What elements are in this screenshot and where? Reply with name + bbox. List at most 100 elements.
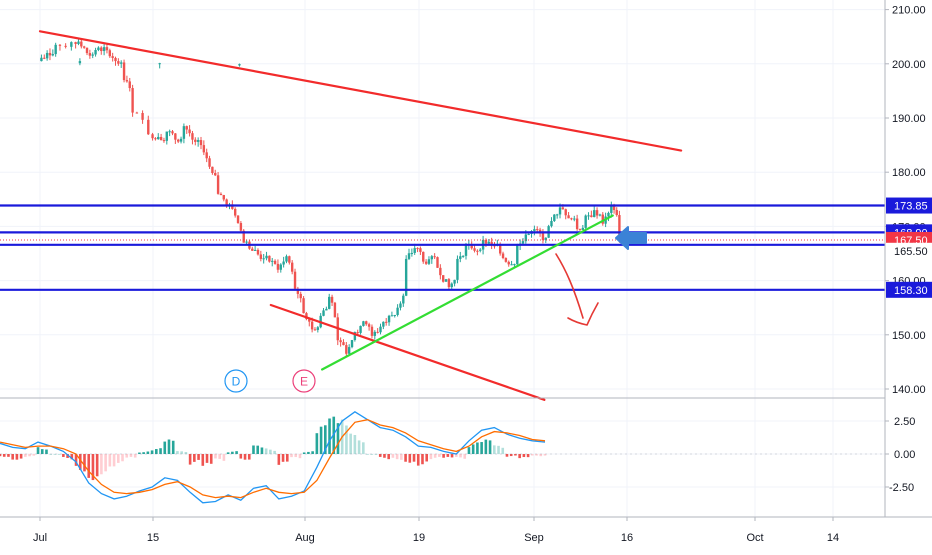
macd-histogram-bar — [484, 439, 488, 454]
macd-histogram-bar — [188, 454, 192, 465]
macd-histogram-bar — [471, 444, 475, 454]
price-label-bg — [886, 242, 932, 259]
candle-body — [176, 139, 180, 142]
trendlines[interactable] — [38, 30, 683, 401]
macd-histogram-bar — [290, 454, 293, 458]
macd-histogram-bar — [307, 451, 310, 454]
candle-body — [607, 212, 610, 217]
candle-body — [573, 218, 576, 220]
candle-body — [385, 321, 388, 323]
candle-body — [541, 232, 545, 240]
marker-circle — [224, 369, 248, 393]
macd-histogram-bar — [256, 445, 260, 454]
macd-histogram-bar — [450, 454, 454, 458]
candle-body — [328, 296, 331, 309]
macd-histogram-bar — [239, 454, 243, 459]
macd-histogram-bar — [324, 425, 327, 454]
macd-histogram-bar — [476, 442, 479, 454]
macd-histogram-bar — [209, 454, 213, 464]
candle-body — [128, 81, 131, 89]
macd-histogram-bar — [247, 454, 251, 460]
candle-body — [285, 256, 288, 262]
candle-body — [313, 329, 317, 331]
candle-body — [302, 298, 305, 314]
macd-histogram-bar — [366, 454, 369, 455]
candle-body — [373, 331, 377, 336]
price-label-level[interactable]: 158.30 — [886, 281, 932, 298]
macd-histogram-bar — [429, 454, 433, 460]
macd-histogram-bar — [163, 441, 167, 454]
candle-body — [273, 260, 277, 264]
price-tick-label: 190.00 — [892, 113, 926, 125]
candle-body — [544, 237, 547, 240]
candle-body — [43, 57, 46, 59]
candle-body — [524, 234, 528, 242]
candle-body — [205, 152, 208, 159]
candle-body — [191, 133, 194, 140]
candle-body — [131, 88, 134, 113]
candle-body — [85, 47, 89, 54]
candle-body — [476, 250, 479, 252]
candle-body — [444, 279, 448, 282]
macd-histogram-bar — [70, 454, 74, 460]
candle-body — [251, 248, 254, 251]
upper-channel-trendline — [38, 30, 683, 152]
macd-histogram-bar — [260, 447, 264, 454]
candle-body — [367, 324, 371, 327]
candle-body — [179, 138, 183, 142]
macd-histogram-bar — [45, 449, 48, 454]
macd-histogram-bar — [0, 454, 2, 457]
candle-body — [77, 41, 80, 44]
macd-histogram-bar — [463, 454, 467, 459]
macd-histogram-bar — [205, 454, 209, 463]
macd-histogram-bar — [531, 454, 534, 456]
candle-body — [268, 255, 271, 262]
candle-body — [587, 215, 590, 217]
candle-body — [322, 310, 325, 316]
macd-histogram-bar — [539, 454, 543, 457]
candle-body — [174, 133, 177, 140]
candle-body — [362, 321, 365, 326]
candle-body — [419, 248, 422, 252]
candle-body — [513, 264, 516, 266]
macd-histogram-bar — [391, 454, 395, 458]
candle-body — [154, 138, 157, 140]
macd-histogram-bar — [32, 454, 36, 456]
candle-body — [316, 327, 320, 330]
price-tick-label: 180.00 — [892, 167, 926, 179]
macd-histogram-bar — [277, 454, 281, 465]
macd-histogram-bar — [526, 454, 530, 458]
macd-histogram-bar — [133, 454, 137, 458]
price-label-plain[interactable]: 165.50 — [886, 242, 932, 259]
candle-body — [182, 126, 186, 139]
candle-body — [510, 264, 513, 266]
candle-body — [387, 315, 391, 323]
macd-pane[interactable] — [0, 411, 885, 504]
candle-body — [122, 62, 126, 81]
candle-body — [533, 229, 536, 232]
macd-histogram-bar — [349, 433, 352, 454]
candle-body — [527, 233, 530, 235]
time-tick-label: 14 — [827, 532, 839, 544]
candle-body — [450, 283, 453, 288]
macd-histogram-bar — [62, 454, 65, 457]
time-tick-label: Oct — [746, 532, 763, 544]
macd-histogram-bar — [142, 452, 145, 454]
candle-body — [159, 136, 163, 141]
macd-histogram-bar — [294, 454, 298, 458]
pointer-arrow-icon — [615, 226, 647, 250]
price-label-level[interactable]: 173.85 — [886, 197, 932, 214]
candle-body — [422, 251, 425, 262]
candle-body — [188, 129, 191, 134]
projection-arrow-shaft — [555, 253, 584, 319]
macd-histogram-bar — [509, 454, 513, 457]
candle-body — [370, 326, 374, 336]
candle-body — [504, 258, 508, 262]
candle-body — [80, 41, 83, 47]
horizontal-levels[interactable] — [0, 204, 885, 291]
